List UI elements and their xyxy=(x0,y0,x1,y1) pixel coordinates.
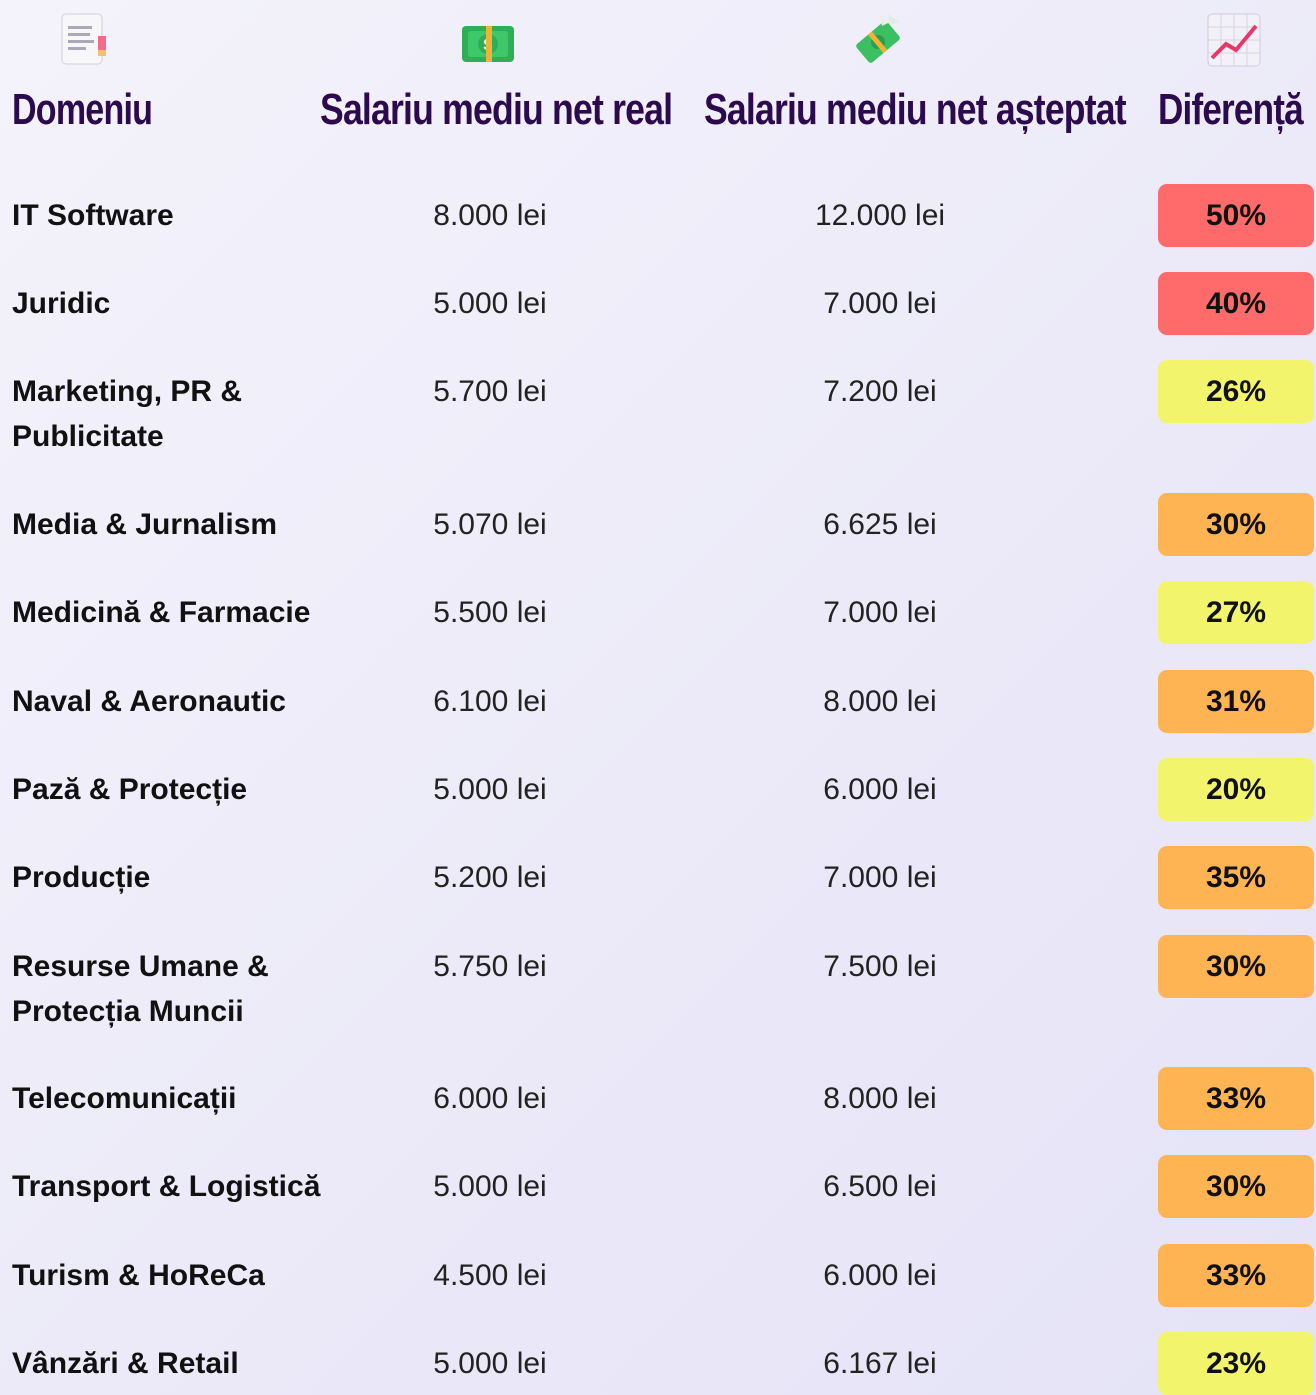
expected-salary-cell: 7.000 lei xyxy=(823,287,937,320)
domain-cell: Producție xyxy=(12,861,151,894)
real-salary-cell: 5.700 lei xyxy=(433,375,547,408)
expected-salary-cell: 8.000 lei xyxy=(823,1082,937,1115)
real-salary-cell: 5.200 lei xyxy=(433,861,547,894)
difference-badge: 23% xyxy=(1158,1332,1314,1395)
real-salary-cell: 6.000 lei xyxy=(433,1082,547,1115)
flying-money-icon xyxy=(856,14,900,63)
expected-salary-cell: 6.500 lei xyxy=(823,1170,937,1203)
column-header: Salariu mediu net real xyxy=(320,85,673,134)
column-header: Diferență xyxy=(1158,85,1304,134)
domain-cell: Juridic xyxy=(12,287,111,320)
domain-cell: Pază & Protecție xyxy=(12,773,248,806)
domain-cell: Medicină & Farmacie xyxy=(12,596,311,629)
real-salary-cell: 5.070 lei xyxy=(433,508,547,541)
difference-badge: 27% xyxy=(1158,581,1314,644)
expected-salary-cell: 7.500 lei xyxy=(823,950,937,983)
difference-badge: 30% xyxy=(1158,1155,1314,1218)
expected-salary-cell: 6.000 lei xyxy=(823,773,937,806)
expected-salary-cell: 12.000 lei xyxy=(814,199,946,232)
difference-badge: 26% xyxy=(1158,360,1314,423)
real-salary-cell: 5.500 lei xyxy=(433,596,547,629)
domain-cell: Marketing, PR & Publicitate xyxy=(12,375,243,453)
domain-cell: IT Software xyxy=(12,199,174,232)
difference-badge: 40% xyxy=(1158,272,1314,335)
difference-badge: 30% xyxy=(1158,493,1314,556)
domain-cell: Turism & HoReCa xyxy=(12,1259,265,1292)
expected-salary-cell: 6.167 lei xyxy=(823,1347,937,1380)
difference-badge: 30% xyxy=(1158,935,1314,998)
real-salary-cell: 5.750 lei xyxy=(433,950,547,983)
expected-salary-cell: 8.000 lei xyxy=(823,685,937,718)
expected-salary-cell: 7.200 lei xyxy=(823,375,937,408)
column-header: Domeniu xyxy=(12,85,153,134)
difference-badge: 31% xyxy=(1158,670,1314,733)
column-header: Salariu mediu net așteptat xyxy=(704,85,1127,134)
expected-salary-cell: 7.000 lei xyxy=(823,861,937,894)
expected-salary-cell: 6.625 lei xyxy=(823,508,937,541)
real-salary-cell: 5.000 lei xyxy=(433,287,547,320)
real-salary-cell: 5.000 lei xyxy=(433,1170,547,1203)
difference-badge: 33% xyxy=(1158,1067,1314,1130)
real-salary-cell: 5.000 lei xyxy=(433,1347,547,1380)
domain-cell: Telecomunicații xyxy=(12,1082,237,1115)
domain-cell: Naval & Aeronautic xyxy=(12,685,286,718)
document-icon xyxy=(61,13,106,65)
expected-salary-cell: 7.000 lei xyxy=(823,596,937,629)
difference-badge: 50% xyxy=(1158,184,1314,247)
real-salary-cell: 6.100 lei xyxy=(433,685,547,718)
difference-badge: 20% xyxy=(1158,758,1314,821)
expected-salary-cell: 6.000 lei xyxy=(823,1259,937,1292)
difference-badge: 35% xyxy=(1158,846,1314,909)
real-salary-cell: 8.000 lei xyxy=(433,199,547,232)
real-salary-cell: 5.000 lei xyxy=(433,773,547,806)
real-salary-cell: 4.500 lei xyxy=(433,1259,547,1292)
domain-cell: Media & Jurnalism xyxy=(12,508,278,541)
domain-cell: Transport & Logistică xyxy=(12,1170,321,1203)
money-icon: $ xyxy=(462,26,514,62)
difference-badge: 33% xyxy=(1158,1244,1314,1307)
chart-icon xyxy=(1207,13,1261,67)
domain-cell: Vânzări & Retail xyxy=(12,1347,239,1380)
domain-cell: Resurse Umane & Protecția Muncii xyxy=(12,950,269,1028)
